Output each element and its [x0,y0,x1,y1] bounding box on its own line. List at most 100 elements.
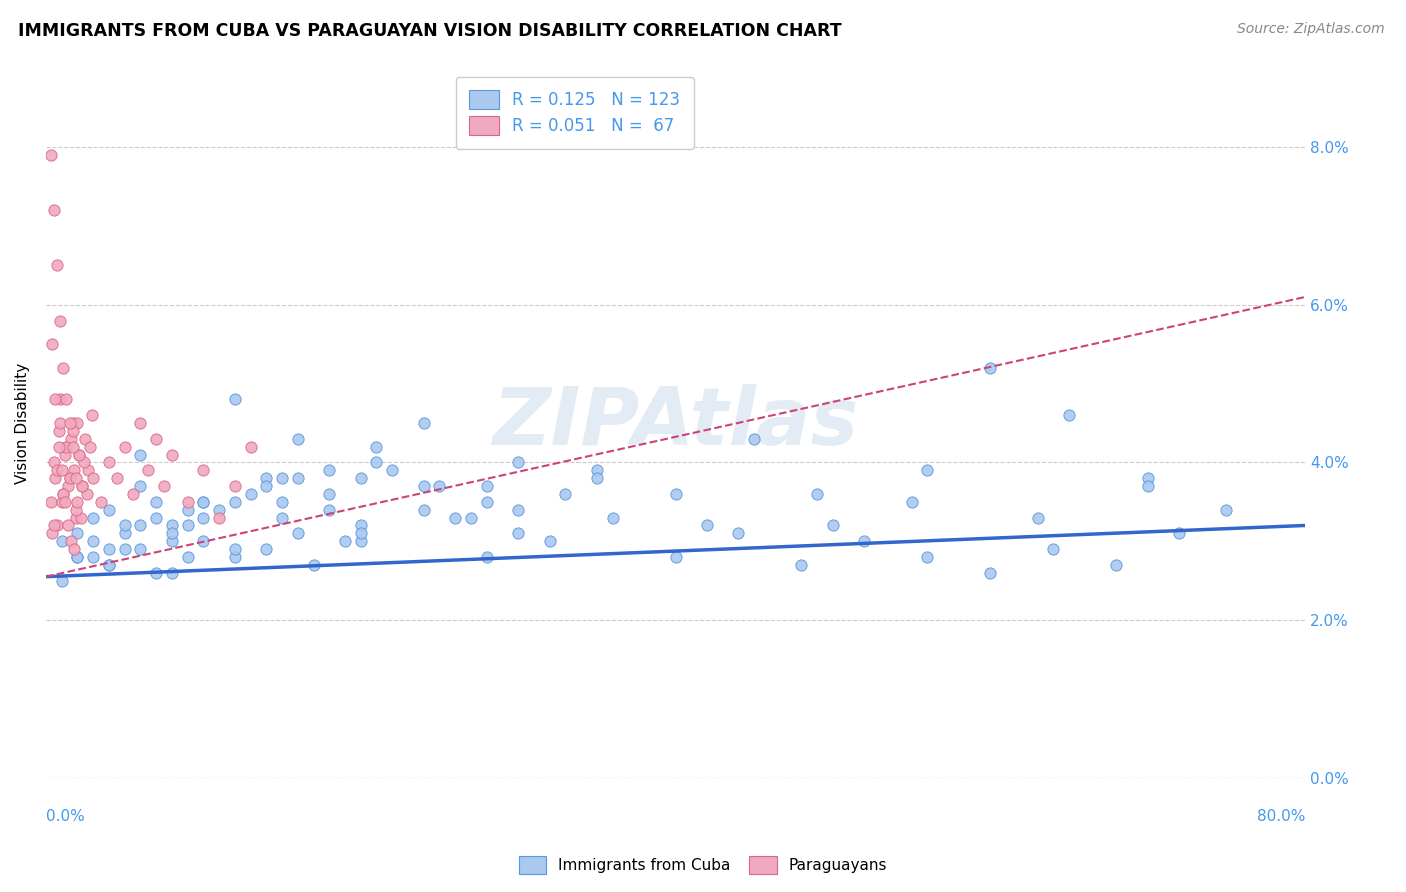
Point [63,542,86,557]
Point [41,337,63,351]
Point [318,463,340,477]
Point [1026,510,1049,524]
Point [136,463,159,477]
Point [239,440,262,454]
Point [63,463,86,477]
Point [224,479,246,493]
Point [444,510,467,524]
Point [366,455,388,469]
Point [412,479,434,493]
Point [979,566,1001,580]
Text: 80.0%: 80.0% [1257,809,1305,824]
Point [42,203,65,218]
Point [696,518,718,533]
Point [75,432,97,446]
Point [727,526,749,541]
Point [239,487,262,501]
Point [67,448,90,462]
Point [97,455,120,469]
Point [302,558,325,572]
Point [664,487,686,501]
Point [48,440,70,454]
Point [58,471,80,485]
Point [366,440,388,454]
Point [475,479,498,493]
Point [46,463,69,477]
Point [77,463,100,477]
Point [381,463,404,477]
Point [1057,408,1080,422]
Point [602,510,624,524]
Point [350,534,373,549]
Point [1136,479,1159,493]
Point [65,471,87,485]
Point [224,392,246,407]
Point [412,416,434,430]
Point [114,518,136,533]
Point [160,526,183,541]
Point [224,542,246,557]
Point [224,495,246,509]
Point [58,416,80,430]
Point [62,440,84,454]
Point [160,534,183,549]
Point [917,549,939,564]
Point [333,534,356,549]
Point [508,455,530,469]
Point [350,526,373,541]
Point [153,479,176,493]
Point [129,448,152,462]
Point [853,534,876,549]
Point [742,432,765,446]
Point [318,487,340,501]
Point [53,495,76,509]
Point [129,518,152,533]
Point [193,495,215,509]
Legend: R = 0.125   N = 123, R = 0.051   N =  67: R = 0.125 N = 123, R = 0.051 N = 67 [456,77,693,149]
Point [90,495,112,509]
Point [82,471,104,485]
Point [979,360,1001,375]
Point [97,542,120,557]
Point [176,549,198,564]
Point [129,479,152,493]
Point [44,471,66,485]
Point [121,487,143,501]
Point [67,448,90,462]
Point [114,526,136,541]
Point [1105,558,1128,572]
Point [49,392,72,407]
Point [60,432,83,446]
Point [145,566,167,580]
Point [52,487,75,501]
Point [105,471,128,485]
Text: IMMIGRANTS FROM CUBA VS PARAGUAYAN VISION DISABILITY CORRELATION CHART: IMMIGRANTS FROM CUBA VS PARAGUAYAN VISIO… [18,22,842,40]
Point [176,495,198,509]
Point [52,487,75,501]
Point [224,549,246,564]
Point [41,526,63,541]
Point [554,487,576,501]
Point [145,510,167,524]
Point [1136,471,1159,485]
Point [114,542,136,557]
Point [53,448,76,462]
Point [56,518,79,533]
Text: Source: ZipAtlas.com: Source: ZipAtlas.com [1237,22,1385,37]
Point [49,416,72,430]
Point [806,487,828,501]
Point [51,463,73,477]
Point [58,471,80,485]
Point [160,566,183,580]
Point [49,313,72,327]
Point [917,463,939,477]
Point [76,487,98,501]
Point [287,432,309,446]
Point [80,408,103,422]
Point [70,479,93,493]
Point [42,518,65,533]
Point [271,510,294,524]
Point [44,392,66,407]
Point [271,471,294,485]
Point [66,549,89,564]
